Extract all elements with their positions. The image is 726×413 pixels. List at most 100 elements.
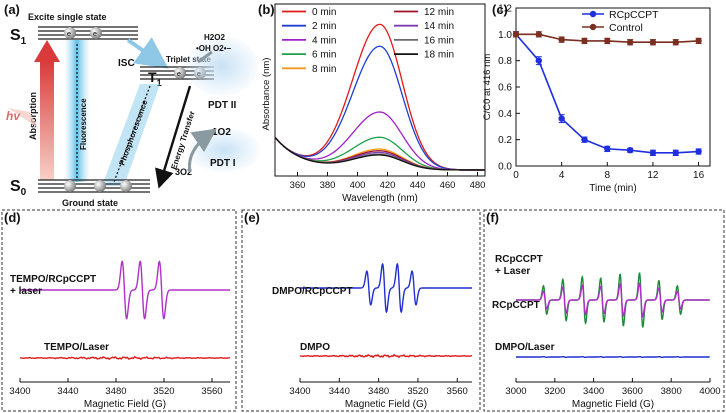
y-axis-label: Absorbance (nm)	[261, 58, 272, 131]
x-tick-label: 480	[470, 180, 486, 191]
x-tick-label: 3600	[622, 386, 643, 397]
electron-s0-b	[94, 180, 106, 192]
pdt2-cloud	[186, 36, 258, 96]
data-point	[649, 39, 657, 46]
panel-b-label: (b)	[258, 2, 275, 17]
electron-s1-b	[90, 27, 102, 39]
y-tick-label: 0.6	[498, 83, 512, 94]
electron-label-3: e	[177, 71, 181, 78]
panel-d-frame	[1, 209, 237, 412]
series-label: RCpCCPT	[492, 300, 540, 311]
data-point	[672, 149, 679, 157]
epr-trace-DMPO-RCpCCPT	[300, 262, 472, 314]
panel-a: (a) S1 Excite single state e e ISC T1 Tr…	[4, 2, 260, 208]
panel-d-label: (d)	[4, 210, 21, 225]
pdt1-label: PDT I	[210, 158, 236, 169]
y-tick-label: 0.8	[498, 56, 512, 67]
x-tick-label: 360	[290, 180, 306, 191]
o2-conversion-arrow	[187, 128, 217, 173]
x-tick-label: 16	[693, 170, 705, 181]
series-line-4-min	[274, 111, 486, 171]
legend-label: 4 min	[312, 35, 336, 46]
energy-transfer-arrow	[155, 85, 192, 189]
x-tick-label: 3400	[289, 386, 310, 397]
x-tick-label: 3200	[544, 386, 565, 397]
x-tick-label: 3800	[661, 386, 682, 397]
t1-symbol: T1	[148, 69, 162, 88]
data-point	[535, 31, 543, 38]
data-point	[581, 37, 588, 45]
data-point	[626, 39, 634, 46]
chart-e: 3400 3440 3480 3520 3560 Magnetic Field (G) DM…	[272, 262, 473, 410]
data-point	[695, 148, 702, 155]
legend-label: RCpCCPT	[609, 9, 659, 21]
y-tick-label: 0.4	[498, 109, 512, 120]
legend-label: 12 min	[424, 7, 454, 18]
x-axis-label: Time (min)	[589, 183, 636, 194]
absorption-arrow-head	[34, 40, 60, 62]
legend-marker	[589, 10, 597, 18]
x-tick-label: 3560	[201, 386, 222, 397]
x-tick-label: 420	[380, 180, 396, 191]
legend-label: Control	[609, 22, 643, 34]
pdt2-arrow	[197, 50, 213, 64]
panel-e-frame	[241, 209, 481, 412]
electron-label-2: e	[93, 31, 97, 38]
fluorescence-band	[64, 40, 90, 182]
y-tick-label: 1.0	[498, 30, 512, 41]
x-axis-label: Wavelength (nm)	[342, 193, 418, 204]
epr-trace-TEMPO-RCpCCPT-laser	[20, 260, 230, 320]
data-point	[626, 147, 634, 154]
x-tick-label: 3520	[153, 386, 174, 397]
data-point	[558, 115, 565, 122]
x-tick-label: 3480	[105, 386, 126, 397]
series-label: TEMPO/RCpCCPT	[10, 274, 96, 285]
s0-symbol: S0	[10, 178, 27, 198]
legend-marker	[589, 23, 597, 31]
x-tick-label: 3000	[505, 386, 526, 397]
chart-d: 3400 3440 3480 3520 3560 Magnetic Field (G) TE…	[9, 260, 231, 410]
absorption-arrow-shaft	[40, 60, 54, 180]
x-axis-label: Magnetic Field (G)	[572, 399, 654, 410]
x-tick-label: 380	[320, 180, 336, 191]
electron-label-1: e	[67, 31, 71, 38]
epr-trace-DMPO-Laser	[516, 355, 710, 359]
x-tick-label: 3440	[329, 386, 350, 397]
data-point	[604, 37, 611, 45]
x-axis-label: Magnetic Field (G)	[84, 399, 166, 410]
hv-label: hv	[6, 109, 21, 123]
data-point	[672, 39, 679, 46]
series-line-16-min	[274, 136, 485, 171]
series-label: DMPO	[300, 342, 330, 353]
s1-title: Excite single state	[28, 12, 107, 22]
chart-b: 360 380 400 420 440 460 480 Wavelength (nm) Abso…	[261, 3, 486, 204]
singlet-o2: 1O2	[212, 127, 231, 138]
x-tick-label: 440	[410, 180, 426, 191]
series-label: + Laser	[495, 266, 530, 277]
series-label: TEMPO/Laser	[44, 342, 109, 353]
data-point	[535, 57, 543, 64]
legend-label: 2 min	[312, 21, 336, 32]
data-point	[558, 36, 565, 43]
x-tick-label: 3480	[368, 386, 389, 397]
x-tick-label: 3400	[9, 386, 30, 397]
series-line-RCpCCPT	[515, 33, 699, 154]
electron-s0-a	[64, 180, 76, 192]
x-tick-label: 3560	[447, 386, 468, 397]
electron-s0-c	[120, 180, 132, 192]
chart-f: 3000 3200 3400 3600 3800 4000 Magnetic Field (…	[492, 254, 721, 410]
chart-c: 0 4 8 12 16 0.0 0.2 0.4 0.6 0.8 1.0 1.2 Time (min) C/…	[482, 4, 711, 194]
epr-trace-RCpCCPT	[516, 282, 710, 318]
x-tick-label: 460	[440, 180, 456, 191]
panel-e-label: (e)	[244, 210, 260, 225]
legend-label: 6 min	[312, 50, 336, 61]
x-tick-label: 3440	[57, 386, 78, 397]
legend-label: 14 min	[424, 21, 454, 32]
epr-trace-DMPO	[299, 354, 473, 358]
pdt2-species-1: H2O2	[204, 33, 225, 42]
fluorescence-label: Fluorescence	[79, 98, 88, 150]
y-tick-label: 1.2	[498, 4, 512, 15]
legend-label: 8 min	[312, 64, 336, 75]
x-tick-label: 0	[513, 170, 519, 181]
